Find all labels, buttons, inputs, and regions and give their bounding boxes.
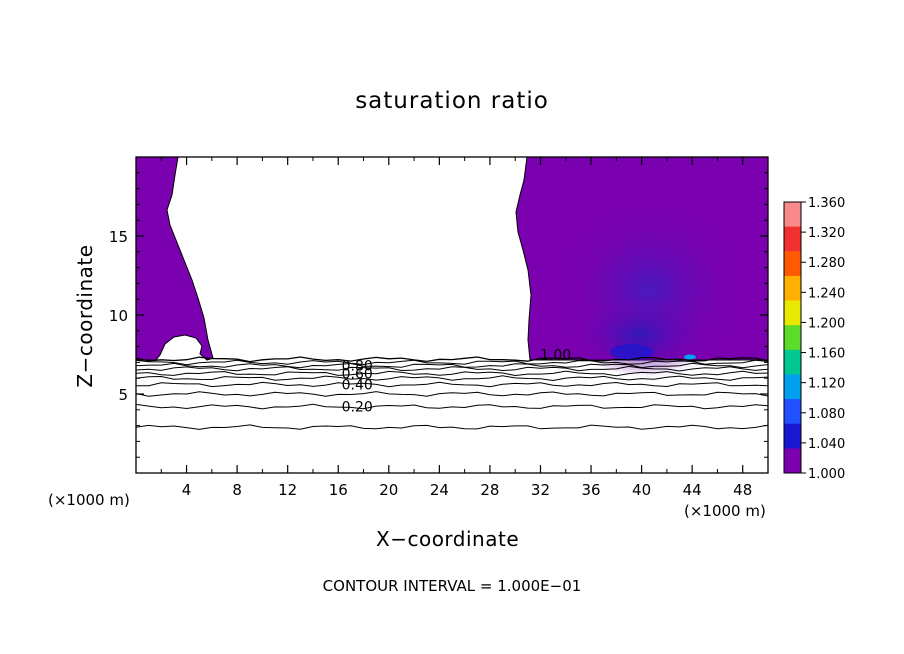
colorbar-segment: [784, 374, 801, 400]
x-tick-label: 24: [430, 481, 449, 499]
chart-title: saturation ratio: [355, 88, 549, 114]
x-tick-label: 16: [329, 481, 348, 499]
contour-line: [136, 356, 768, 363]
local-maximum-spot: [684, 354, 696, 360]
contour-label: 0.80: [342, 359, 373, 375]
x-tick-label: 40: [632, 481, 651, 499]
colorbar-segment: [784, 226, 801, 252]
colorbar-tick-label: 1.000: [808, 467, 845, 482]
x-tick-label: 4: [182, 481, 192, 499]
x-axis-label: X−coordinate: [376, 527, 520, 551]
colorbar-tick-label: 1.320: [808, 226, 845, 241]
colorbar-tick-label: 1.160: [808, 347, 845, 362]
y-tick-label: 15: [109, 228, 128, 246]
colorbar-segment: [784, 448, 801, 474]
contour-line: [136, 375, 768, 382]
contour-label: 0.60: [342, 366, 373, 382]
colorbar-segment: [784, 300, 801, 326]
y-axis-label: Z−coordinate: [73, 244, 97, 388]
x-tick-label: 48: [733, 481, 752, 499]
colorbar-frame: [783, 201, 802, 474]
y-tick-label: 10: [109, 307, 128, 325]
contour-line: [136, 381, 768, 388]
x-tick-label: 12: [278, 481, 297, 499]
colorbar-segment: [784, 325, 801, 351]
colorbar-tick-label: 1.120: [808, 377, 845, 392]
colorbar-tick-label: 1.200: [808, 316, 845, 331]
x-tick-label: 32: [531, 481, 550, 499]
colorbar-segment: [784, 202, 801, 228]
contour-line: [136, 424, 768, 430]
peak-supersaturation-core: [610, 344, 654, 360]
contour-line: [136, 370, 768, 377]
colorbar-segment: [784, 275, 801, 302]
high-supersaturation-zone: [570, 295, 710, 375]
contour-label: 0.40: [342, 378, 373, 394]
contour-line: [136, 391, 768, 397]
colorbar-segment: [784, 399, 801, 425]
x-tick-label: 8: [232, 481, 242, 499]
contour-label: 1.00: [540, 348, 571, 364]
colorbar-tick-label: 1.280: [808, 256, 845, 271]
colorbar-segment: [784, 423, 801, 449]
colorbar-segment: [784, 251, 801, 277]
left-supersaturated-region: [136, 157, 214, 361]
colorbar-tick-label: 1.360: [808, 196, 845, 211]
x-tick-label: 28: [480, 481, 499, 499]
contour-line: [136, 365, 768, 372]
contour-interval-note: CONTOUR INTERVAL = 1.000E−01: [322, 577, 582, 595]
x-unit-right: (×1000 m): [684, 502, 766, 520]
contour-label: 0.20: [342, 400, 373, 416]
colorbar-tick-label: 1.040: [808, 437, 845, 452]
x-tick-label: 44: [683, 481, 702, 499]
contour-line: [136, 362, 768, 369]
contour-line: [136, 403, 768, 410]
contour-line: [136, 359, 768, 366]
colorbar-tick-label: 1.240: [808, 286, 845, 301]
x-tick-label: 20: [379, 481, 398, 499]
colorbar-tick-label: 1.080: [808, 407, 845, 422]
y-tick-label: 5: [118, 386, 128, 404]
colorbar-segment: [784, 349, 801, 375]
x-unit-left: (×1000 m): [48, 491, 130, 509]
x-tick-label: 36: [581, 481, 600, 499]
